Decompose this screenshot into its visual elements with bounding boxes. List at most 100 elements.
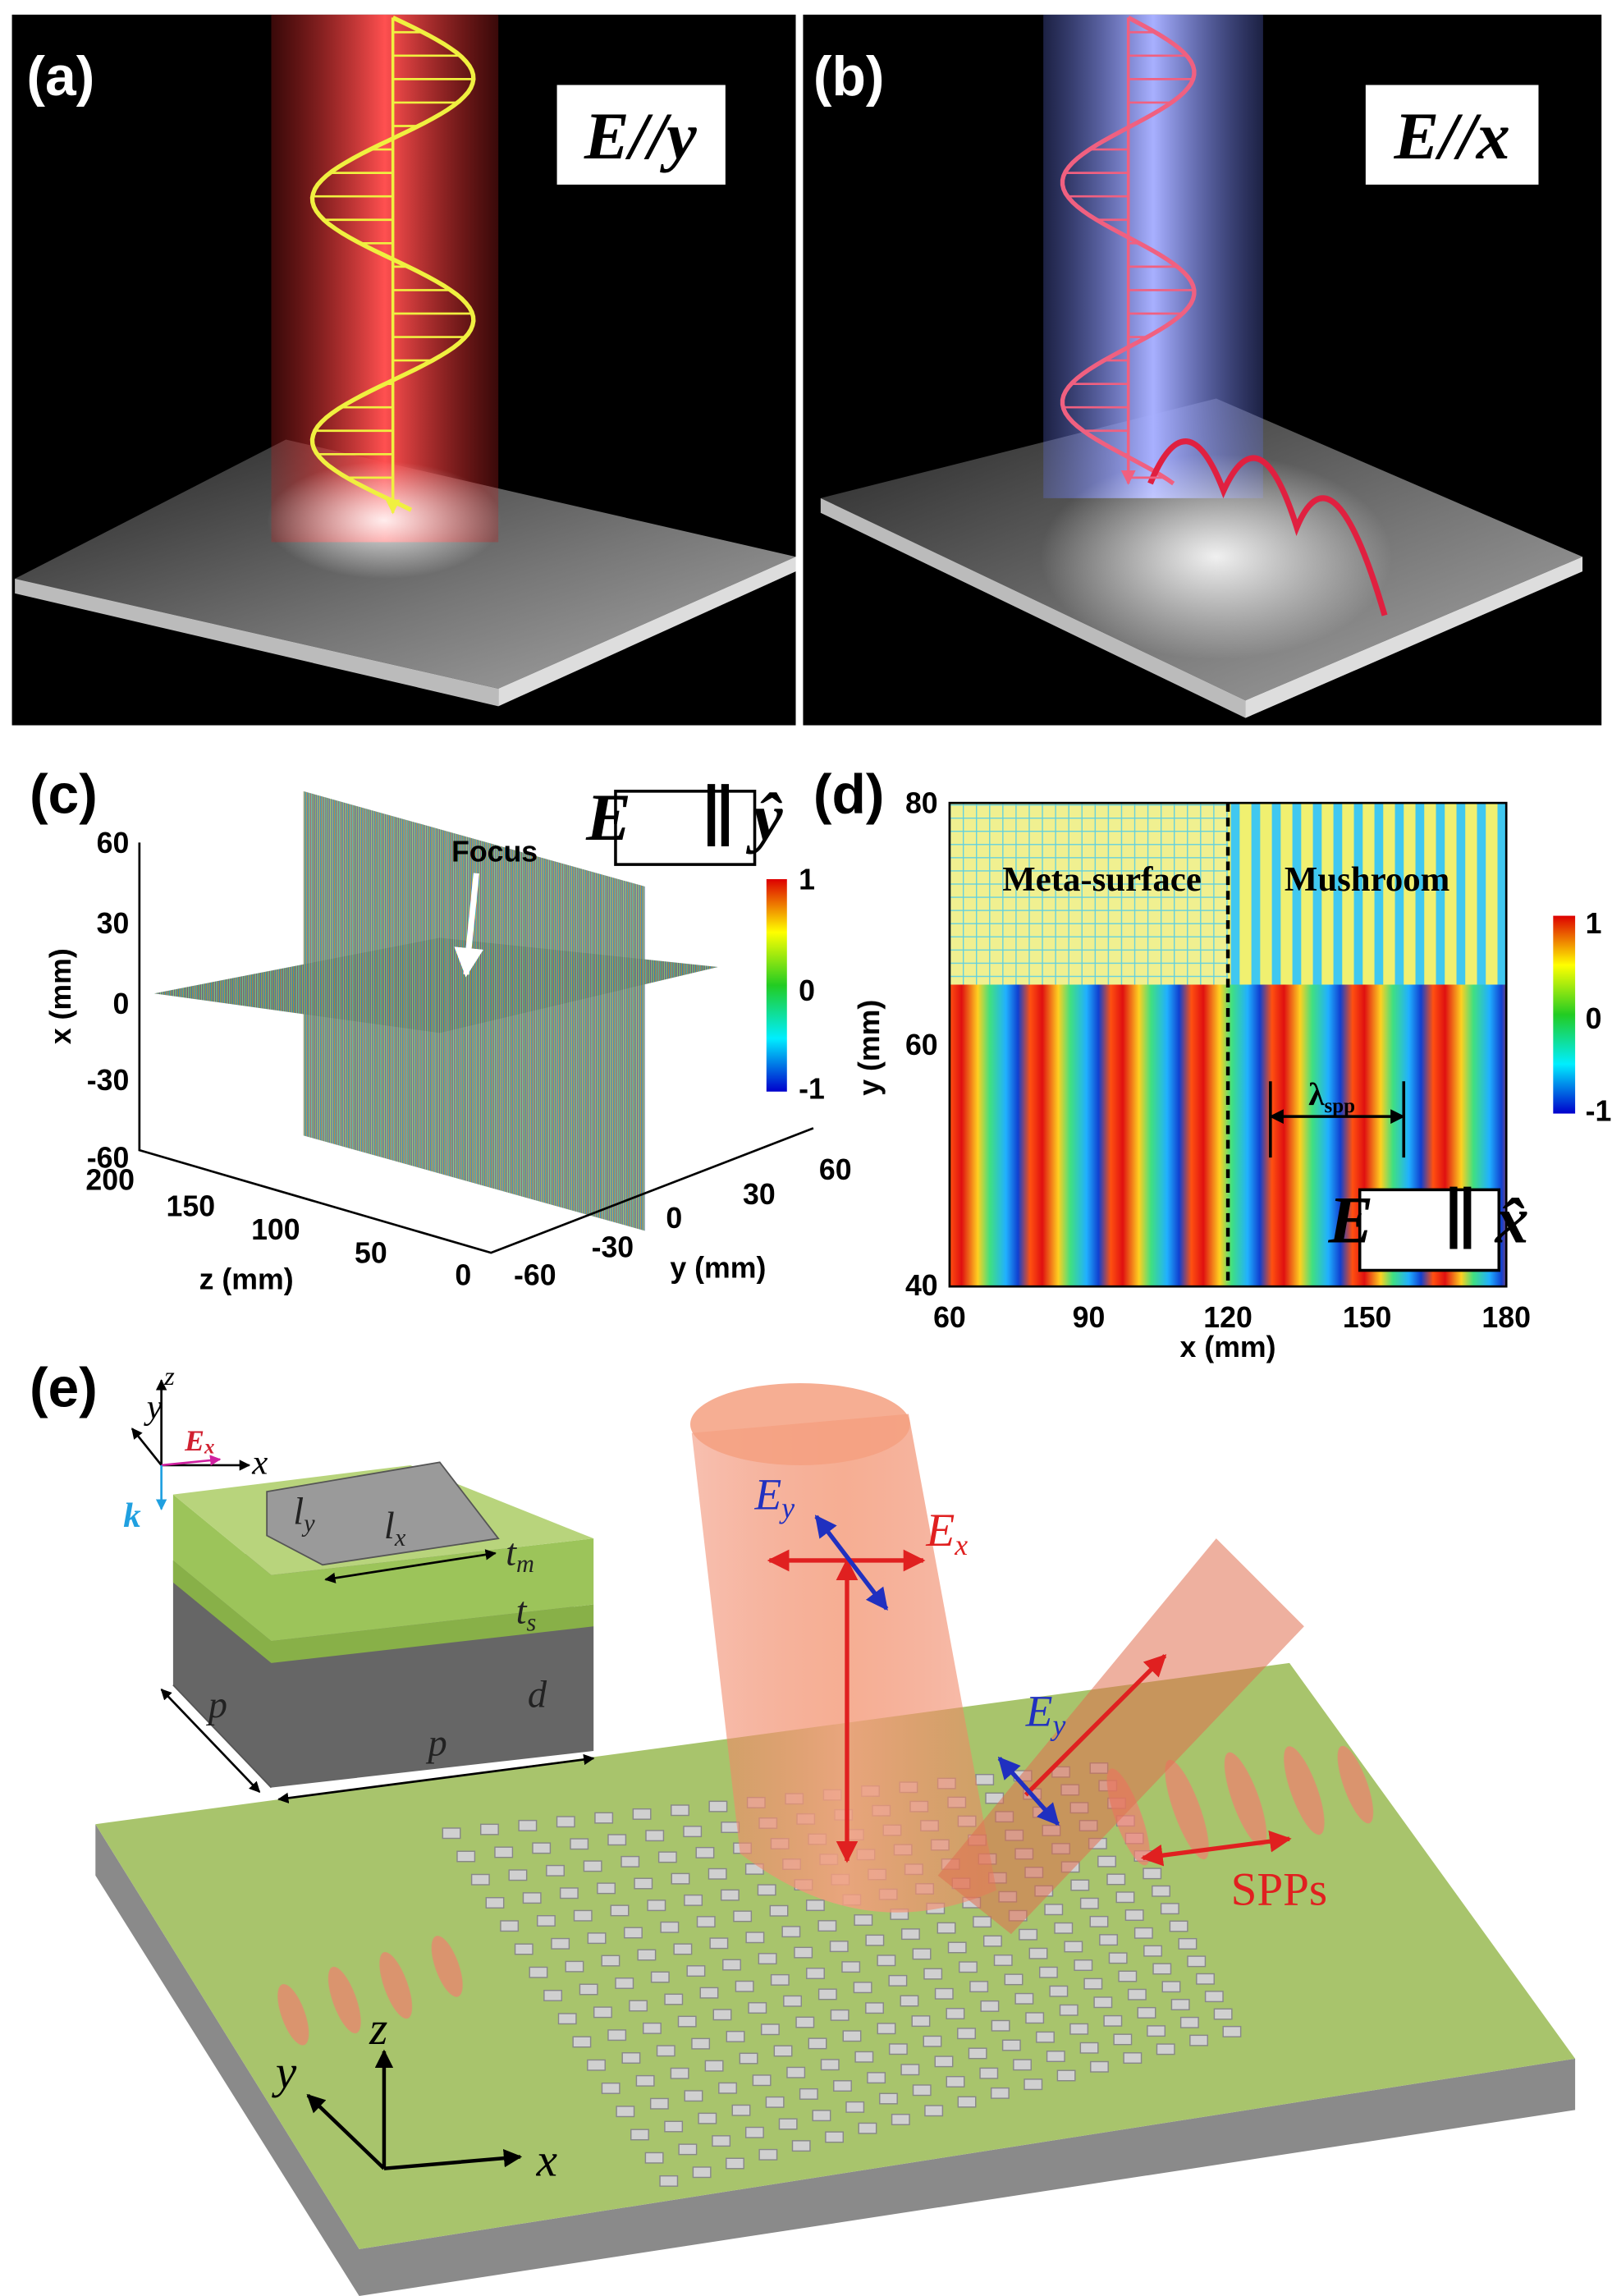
tick-label: 0: [455, 1258, 471, 1291]
unit-cell: [1152, 1885, 1170, 1897]
unit-cell: [924, 2105, 944, 2117]
unit-cell: [659, 2175, 679, 2187]
unit-cell: [686, 1965, 706, 1977]
annotation-arrow: [454, 873, 483, 978]
unit-cell: [1004, 1973, 1024, 1986]
unit-cell: [1090, 2060, 1109, 2073]
colorbar: [1553, 915, 1576, 1114]
unit-cell: [1036, 2031, 1055, 2043]
unit-cell: [587, 2059, 606, 2071]
axis-label: y: [144, 1388, 163, 1427]
unit-cell: [842, 2030, 862, 2042]
slab-top: [95, 1662, 1576, 2249]
field-arrows: [814, 1515, 1060, 1826]
unit-cell: [1143, 1945, 1162, 1957]
unit-cell: [572, 2036, 592, 2048]
field-label: Ex: [925, 1505, 968, 1561]
region-label: Mushroom: [1285, 860, 1449, 899]
unit-cell: [1147, 2025, 1166, 2037]
frame: [948, 801, 1508, 1288]
unit-cell: [1038, 1966, 1058, 1978]
unit-cell: [442, 1827, 461, 1840]
panel-b: (b) E//x: [803, 14, 1602, 726]
plate-edge: [498, 557, 796, 707]
field-label: Ey: [1025, 1687, 1066, 1742]
dimension: [324, 1549, 497, 1583]
unit-cell: [643, 2022, 662, 2034]
unit-cell: [543, 1990, 563, 2001]
unit-cell: [637, 1949, 657, 1961]
unit-cell: [1170, 1999, 1190, 2010]
unit-cell: [829, 1941, 849, 1953]
unit-cell: [888, 2043, 908, 2055]
unit-cell: [947, 1941, 967, 1954]
panel-c: (c) Focus E⃗ ∥ ŷ: [30, 764, 814, 1254]
reflected-beam: [937, 1538, 1304, 1935]
unit-cell: [1127, 1988, 1147, 2000]
unit-cell: [934, 2055, 954, 2068]
legend: E⃗ ∥ x̂: [1328, 1183, 1529, 1258]
legend-box: [614, 790, 757, 866]
unit-cell: [593, 2006, 612, 2019]
tick-label: -30: [87, 1064, 130, 1097]
unit-cell: [708, 1800, 728, 1813]
unit-cell: [1143, 1868, 1162, 1880]
axis-label: Ex: [184, 1424, 214, 1459]
unit-cell: [923, 1968, 943, 1980]
unit-cell: [532, 1842, 552, 1854]
unit-cell: [671, 1804, 689, 1817]
unit-cell: [912, 2084, 932, 2097]
unit-cell: [957, 2096, 977, 2108]
tick-label: 1: [1586, 907, 1602, 940]
tick-label: 0: [112, 988, 129, 1020]
unit-cell: [587, 1932, 607, 1945]
unit-cell: [980, 2000, 1000, 2012]
unit-cell: [1019, 1928, 1038, 1941]
tick-label: 150: [167, 1189, 216, 1222]
dim-label: p: [206, 1684, 227, 1726]
unit-cell: [664, 2120, 684, 2133]
unit-cell: [979, 2067, 999, 2079]
unit-cell: [1103, 2014, 1123, 2027]
axis-label: z (mm): [199, 1263, 294, 1296]
field-box: [1365, 85, 1539, 185]
unit-cell: [644, 2152, 664, 2164]
unit-cell: [630, 2129, 649, 2141]
unit-cell: [799, 2087, 818, 2100]
unit-cell: [769, 1904, 789, 1917]
field-label: E//x: [1393, 99, 1509, 173]
unit-cell: [752, 2074, 772, 2087]
region-label: Meta-surface: [1002, 860, 1202, 899]
unit-cell: [691, 2037, 711, 2050]
unit-cell: [1161, 1981, 1181, 1993]
unit-cell: [695, 1846, 715, 1858]
unit-cell: [1213, 2008, 1233, 2020]
unit-cell: [773, 2045, 793, 2057]
metasurface-region: [949, 803, 1229, 985]
unit-cell: [546, 1864, 565, 1877]
dimension: [160, 1689, 261, 1793]
unit-cell: [673, 1943, 693, 1955]
surface-wave: [1147, 438, 1388, 616]
annotation: Focus: [451, 836, 538, 868]
unit-cell: [1179, 2016, 1199, 2028]
unit-cell: [480, 1823, 499, 1835]
unit-cell: [1178, 1937, 1198, 1950]
unit-cell: [805, 1900, 825, 1912]
beam: [1043, 14, 1263, 498]
unit-cell: [615, 1977, 634, 1989]
unit-cell: [721, 1822, 740, 1833]
unit-cell: [1049, 1985, 1069, 1997]
unit-cell: [696, 1916, 716, 1928]
unit-cell: [845, 2101, 865, 2113]
unit-cell: [1056, 2069, 1076, 2082]
unit-cell: [891, 2114, 910, 2125]
legend: E⃗ ∥ ŷ: [585, 780, 783, 855]
tick-label: -30: [592, 1230, 634, 1263]
wave: [309, 16, 476, 512]
unit-cell: [573, 1909, 593, 1922]
unit-cell: [456, 1850, 476, 1863]
unit-cell: [735, 1980, 754, 1992]
unit-cell: [657, 1851, 677, 1863]
